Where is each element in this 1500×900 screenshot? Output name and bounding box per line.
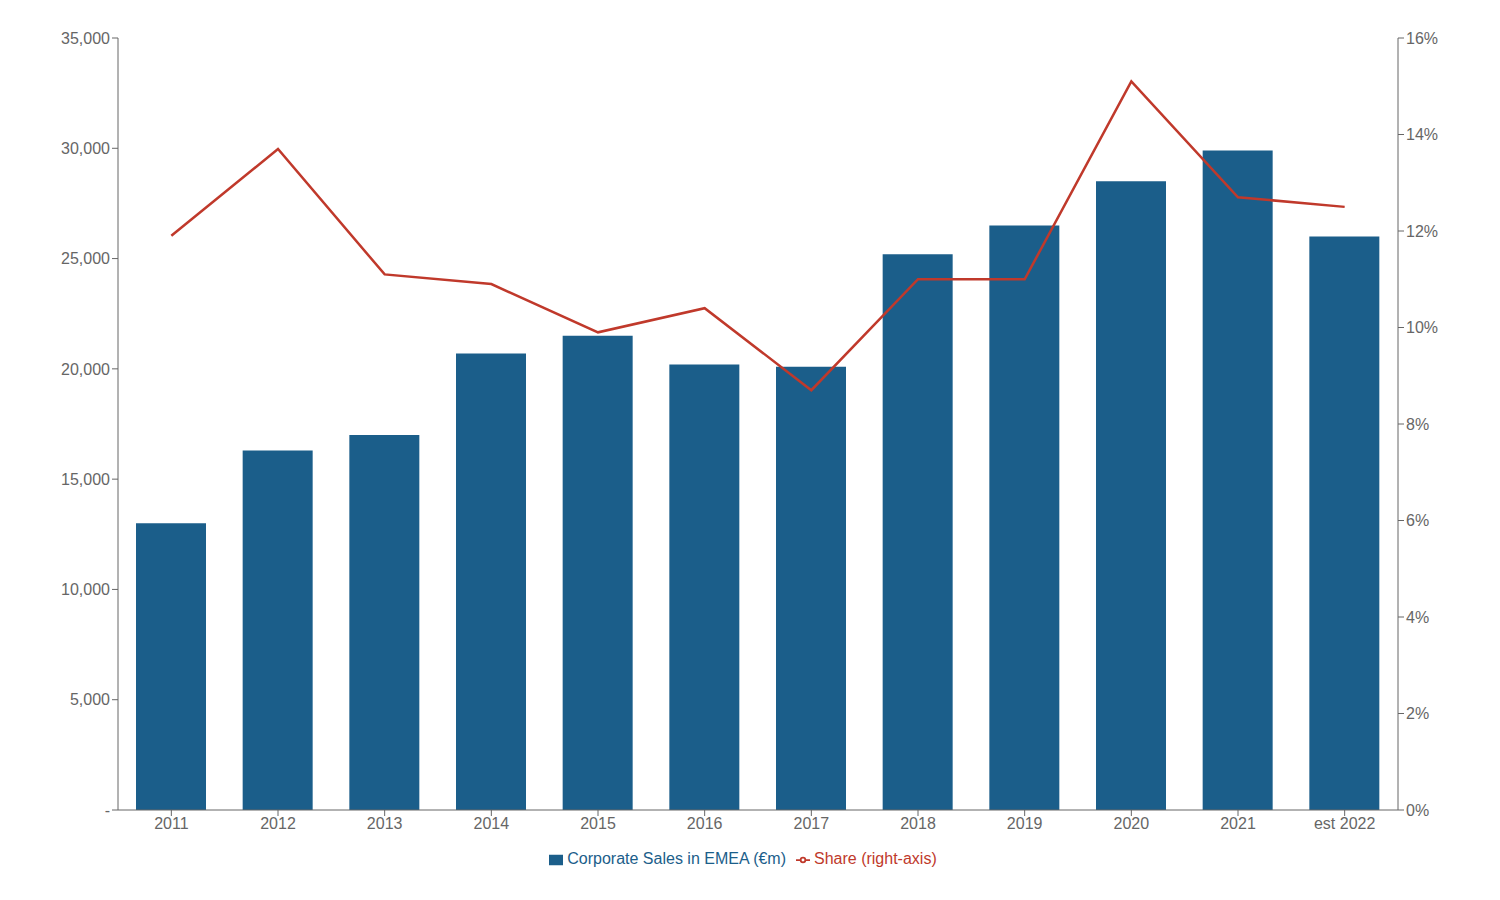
svg-text:10,000: 10,000 — [61, 581, 110, 598]
svg-text:16%: 16% — [1406, 30, 1438, 47]
svg-text:0%: 0% — [1406, 802, 1429, 819]
svg-text:2012: 2012 — [260, 815, 296, 832]
svg-text:2015: 2015 — [580, 815, 616, 832]
svg-text:12%: 12% — [1406, 223, 1438, 240]
svg-text:5,000: 5,000 — [70, 691, 110, 708]
svg-text:2018: 2018 — [900, 815, 936, 832]
svg-text:2016: 2016 — [687, 815, 723, 832]
html-text:Corporate Sales in EMEA (€m): Corporate Sales in EMEA (€m) — [567, 850, 786, 867]
svg-text:6%: 6% — [1406, 512, 1429, 529]
svg-text:35,000: 35,000 — [61, 30, 110, 47]
svg-text:-: - — [105, 802, 110, 819]
html-text:Share (right-axis): Share (right-axis) — [814, 850, 937, 867]
svg-text:8%: 8% — [1406, 416, 1429, 433]
svg-text:4%: 4% — [1406, 609, 1429, 626]
svg-text:2014: 2014 — [474, 815, 510, 832]
svg-text:20,000: 20,000 — [61, 361, 110, 378]
svg-text:25,000: 25,000 — [61, 250, 110, 267]
svg-text:14%: 14% — [1406, 126, 1438, 143]
svg-text:2017: 2017 — [794, 815, 830, 832]
svg-text:2%: 2% — [1406, 705, 1429, 722]
svg-text:2021: 2021 — [1220, 815, 1256, 832]
svg-text:15,000: 15,000 — [61, 471, 110, 488]
svg-text:2019: 2019 — [1007, 815, 1043, 832]
svg-text:10%: 10% — [1406, 319, 1438, 336]
svg-text:30,000: 30,000 — [61, 140, 110, 157]
svg-text:est 2022: est 2022 — [1314, 815, 1375, 832]
svg-text:2011: 2011 — [154, 815, 189, 832]
svg-text:2013: 2013 — [367, 815, 403, 832]
svg-text:2020: 2020 — [1114, 815, 1150, 832]
